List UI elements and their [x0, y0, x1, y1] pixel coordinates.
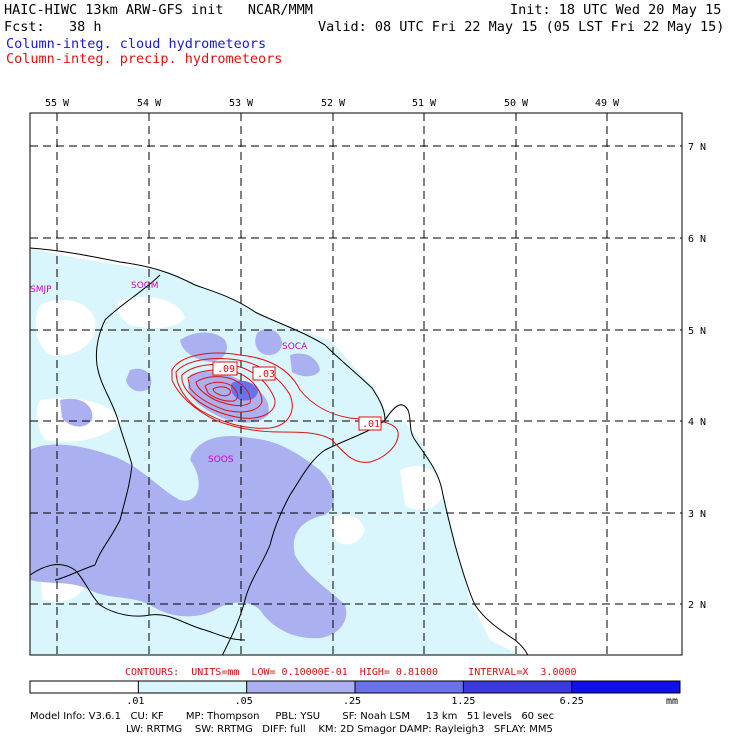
contour-line [204, 381, 239, 402]
fill-region-mid [30, 436, 347, 639]
field-label-precip: Column-integ. precip. hydrometeors [6, 51, 283, 67]
longitude-label: 49 W [595, 98, 620, 109]
field-label-cloud: Column-integ. cloud hydrometeors [6, 36, 267, 52]
lat-lon-grid [30, 113, 682, 655]
colorbar-tick-label: 1.25 [451, 696, 475, 707]
colorbar-segment [571, 681, 680, 693]
colorbar-segment [138, 681, 247, 693]
contour-label: .09 [217, 364, 235, 375]
contour-labels: .09 .03 .01 [212, 361, 382, 431]
colorbar-segment [355, 681, 464, 693]
contour-label: .01 [362, 419, 380, 430]
latitude-label: 4 N [688, 417, 706, 428]
contour-line [212, 386, 231, 397]
colorbar-segment [246, 681, 355, 693]
station-soca: SOCA [282, 342, 308, 352]
map-frame [29, 112, 683, 656]
station-smjp: SMJP [30, 285, 52, 295]
longitude-label: 55 W [45, 98, 70, 109]
valid-time: Valid: 08 UTC Fri 22 May 15 (05 LST Fri … [318, 19, 725, 35]
colorbar-tick-label: .05 [235, 696, 253, 707]
contours-info: CONTOURS: UNITS=mm LOW= 0.10000E-01 HIGH… [125, 667, 577, 678]
longitude-label: 52 W [321, 98, 346, 109]
plot-title: HAIC-HIWC 13km ARW-GFS init NCAR/MMM [4, 2, 313, 18]
station-soos: SOOS [208, 455, 234, 465]
cloud-hydrometeor-fill [30, 248, 520, 655]
longitude-label: 54 W [137, 98, 162, 109]
latitude-label: 3 N [688, 509, 706, 520]
longitude-label: 51 W [412, 98, 437, 109]
contour-line [175, 358, 293, 429]
latitude-label: 5 N [688, 326, 706, 337]
latitude-label: 7 N [688, 142, 706, 153]
model-info-line1: Model Info: V3.6.1 CU: KF MP: Thompson P… [30, 711, 555, 722]
contour-label: .03 [257, 369, 275, 380]
forecast-hour: Fcst: 38 h [4, 19, 102, 35]
latitude-label: 2 N [688, 600, 706, 611]
init-time: Init: 18 UTC Wed 20 May 15 [510, 2, 722, 18]
colorbar-segment [463, 681, 572, 693]
coastline-borders [30, 247, 529, 655]
colorbar-tick-label: 6.25 [560, 696, 584, 707]
station-sogm: SOGM [131, 281, 159, 291]
longitude-labels: 55 W 54 W 53 W 52 W 51 W 50 W 49 W [45, 98, 620, 109]
colorbar-tick-label: .01 [126, 696, 144, 707]
contour-line [195, 376, 251, 407]
colorbar-tick-label: .25 [343, 696, 361, 707]
model-info-line2: LW: RRTMG SW: RRTMG DIFF: full KM: 2D Sm… [126, 724, 553, 735]
longitude-label: 53 W [229, 98, 254, 109]
latitude-labels: 7 N 6 N 5 N 4 N 3 N 2 N [688, 142, 706, 611]
station-labels: SMJP SOGM SOCA SOOS [30, 281, 308, 465]
colorbar-segment [30, 681, 139, 693]
colorbar: .01 .05 .25 1.25 6.25 mm [29, 680, 681, 707]
latitude-label: 6 N [688, 234, 706, 245]
contour-line [171, 352, 399, 463]
longitude-label: 50 W [504, 98, 529, 109]
colorbar-unit: mm [666, 696, 678, 707]
